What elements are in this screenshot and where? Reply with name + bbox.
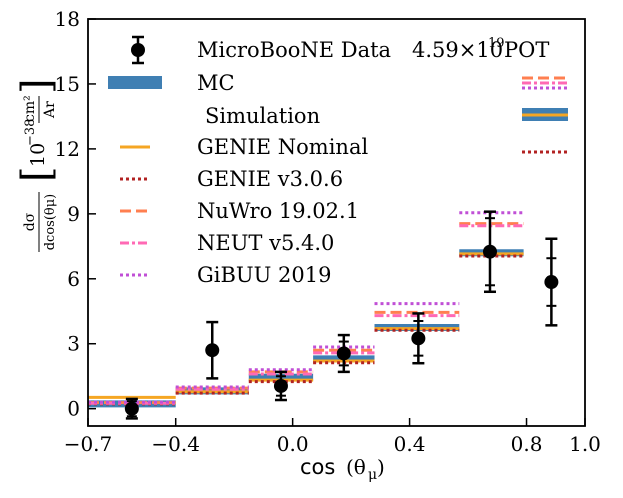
x-tick-label: 0.4 (394, 432, 426, 456)
y-tick-label: 0 (67, 397, 80, 421)
legend: MicroBooNE Data 4.59×10 19 POT MC Simula… (108, 35, 568, 287)
x-axis-label-close: ) (377, 455, 385, 479)
axis-ticks: −0.7 −0.4 0.0 0.4 0.8 1.0 0 3 6 9 12 15 18 (55, 7, 601, 456)
legend-label-genie-v3-0-6: GENIE v3.0.6 (197, 167, 343, 191)
x-tick-label: −0.7 (64, 432, 113, 456)
data-point (205, 343, 220, 358)
y-label-units-exp: −38 (23, 119, 38, 146)
data-point (411, 331, 426, 346)
y-label-units-per: Ar (42, 101, 58, 119)
y-tick-label: 15 (55, 72, 80, 96)
data-point (336, 346, 351, 361)
y-tick-label: 12 (55, 137, 80, 161)
y-tick-label: 18 (55, 7, 80, 31)
legend-label-genie-nominal: GENIE Nominal (197, 135, 368, 159)
data-point (273, 378, 288, 393)
legend-data-label: MicroBooNE Data (197, 38, 391, 62)
legend-label-neut-v5-4-0: NEUT v5.4.0 (197, 231, 334, 255)
y-axis-label: dσ dcos(θμ) [ 10 −38 cm² Ar ] (14, 78, 60, 252)
x-axis-label: cos (θ μ ) (300, 455, 385, 483)
x-axis-label-sub: μ (368, 467, 377, 483)
x-tick-label: 0.8 (511, 432, 543, 456)
legend-label-nuwro-19-02-1: NuWro 19.02.1 (197, 199, 359, 223)
x-tick-label: 0.0 (277, 432, 309, 456)
y-tick-label: 9 (67, 202, 80, 226)
legend-simulation-heading: Simulation (205, 104, 320, 128)
y-label-bracket-close: ] (14, 78, 60, 94)
legend-pot-label: 4.59×10 (412, 38, 503, 62)
x-tick-label: −0.4 (151, 432, 200, 456)
x-tick-label: 1.0 (569, 432, 601, 456)
legend-mc-swatch (108, 76, 162, 89)
data-point (124, 401, 139, 416)
y-label-units-unit: cm² (22, 95, 38, 122)
legend-pot-unit: POT (504, 38, 549, 62)
y-tick-label: 3 (67, 332, 80, 356)
y-label-denominator: dcos(θμ) (43, 194, 58, 251)
legend-mc-label: MC (197, 71, 235, 95)
x-axis-label-main: cos (300, 455, 335, 479)
legend-pot-exponent: 19 (488, 36, 505, 51)
data-point (544, 275, 559, 290)
legend-label-gibuu-2019: GiBUU 2019 (197, 263, 331, 287)
plot-frame (87, 18, 586, 427)
legend-column-swatches (522, 76, 568, 154)
y-label-bracket-open: [ (14, 166, 60, 182)
series-microboone-data (124, 210, 559, 420)
x-axis-label-arg: (θ (346, 455, 366, 479)
data-point (482, 244, 497, 259)
y-label-units-base: 10 (27, 143, 49, 167)
y-label-numerator: dσ (22, 212, 38, 231)
legend-data-marker (131, 35, 145, 65)
y-tick-label: 6 (67, 267, 80, 291)
